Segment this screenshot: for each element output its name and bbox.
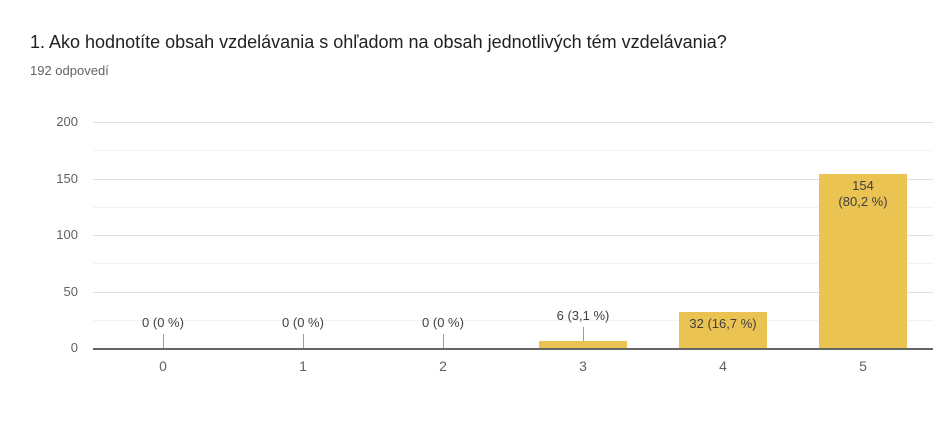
annotation-tick [583,327,584,341]
x-axis-tick-label: 3 [579,358,587,374]
minor-gridline [93,263,933,264]
bar-value-label: 0 (0 %) [282,315,324,330]
bar-value-label: 0 (0 %) [422,315,464,330]
bar [679,312,767,348]
annotation-tick [303,334,304,348]
bar-value-label: (80,2 %) [838,194,888,209]
minor-gridline [93,320,933,321]
bar-value-label: 154 [852,178,874,193]
major-gridline [93,292,933,293]
y-axis-tick-label: 50 [63,284,78,299]
bar-value-label: 6 (3,1 %) [556,308,610,323]
minor-gridline [93,150,933,151]
bar [819,174,907,348]
minor-gridline [93,207,933,208]
response-count: 192 odpovedí [30,63,109,78]
major-gridline [93,179,933,180]
bar-value-label: 32 (16,7 %) [689,316,757,331]
major-gridline [93,235,933,236]
chart-title: 1. Ako hodnotíte obsah vzdelávania s ohľ… [30,32,727,52]
x-axis-line [93,348,933,350]
x-axis-tick-label: 1 [299,358,307,374]
y-axis-tick-label: 150 [56,171,78,186]
annotation-tick [443,334,444,348]
y-axis-tick-label: 100 [56,227,78,242]
y-axis-tick-label: 200 [56,114,78,129]
x-axis-tick-label: 2 [439,358,447,374]
y-axis-tick-label: 0 [70,340,78,355]
bar-value-label: 0 (0 %) [142,315,184,330]
major-gridline [93,122,933,123]
x-axis-tick-label: 4 [719,358,727,374]
x-axis-tick-label: 5 [859,358,867,374]
bar [539,341,627,348]
annotation-tick [163,334,164,348]
x-axis-tick-label: 0 [159,358,167,374]
